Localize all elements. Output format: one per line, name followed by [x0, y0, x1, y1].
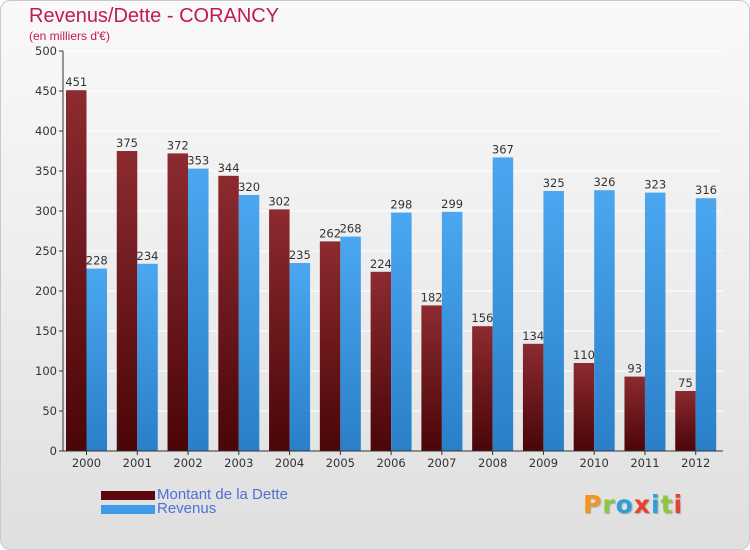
- data-label-dette-2004: 302: [268, 194, 290, 208]
- logo-letter: t: [660, 490, 674, 519]
- y-tick-label: 150: [35, 324, 57, 338]
- bar-revenus-2011: [644, 192, 666, 451]
- bar-revenus-2004: [289, 263, 311, 451]
- bar-dette-2004: [269, 209, 290, 451]
- x-tick-label-2011: 2011: [630, 456, 659, 470]
- bar-dette-2009: [522, 343, 544, 451]
- x-tick-label-2007: 2007: [427, 456, 456, 470]
- logo-letter: i: [673, 490, 684, 519]
- y-tick-label: 100: [35, 364, 57, 378]
- data-label-dette-2009: 134: [522, 329, 544, 343]
- legend-swatch-dette: [101, 490, 155, 500]
- bar-revenus-2002: [188, 168, 209, 451]
- chart-subtitle: (en milliers d'€): [29, 29, 110, 43]
- legend-swatch-revenus: [101, 504, 155, 514]
- x-tick-label-2010: 2010: [580, 456, 609, 470]
- data-label-revenus-2008: 367: [492, 142, 514, 156]
- data-label-dette-2005: 262: [319, 226, 341, 240]
- bar-revenus-2005: [340, 236, 361, 451]
- y-tick-label: 0: [50, 444, 57, 458]
- data-label-revenus-2004: 235: [289, 248, 311, 262]
- data-label-revenus-2003: 320: [238, 180, 260, 194]
- legend-item-dette: Montant de la Dette: [101, 487, 288, 503]
- bar-dette-2000: [66, 90, 87, 451]
- bar-revenus-2001: [137, 263, 158, 451]
- x-tick-label-2004: 2004: [275, 456, 304, 470]
- chart-title: Revenus/Dette - CORANCY: [29, 5, 280, 27]
- bar-revenus-2007: [441, 211, 463, 451]
- data-label-revenus-2011: 323: [644, 178, 666, 192]
- y-tick-label: 250: [35, 244, 57, 258]
- bar-dette-2007: [421, 305, 442, 451]
- x-tick-label-2012: 2012: [681, 456, 710, 470]
- legend-label-dette: Montant de la Dette: [157, 486, 288, 503]
- bar-dette-2010: [573, 363, 595, 451]
- proxiti-logo: Proxiti: [583, 490, 683, 519]
- x-tick-label-2003: 2003: [224, 456, 253, 470]
- data-label-dette-2008: 156: [471, 311, 493, 325]
- bar-dette-2002: [167, 153, 189, 451]
- logo-letter: i: [651, 490, 661, 519]
- x-tick-label-2009: 2009: [529, 456, 558, 470]
- data-label-revenus-2009: 325: [543, 176, 565, 190]
- bar-dette-2008: [472, 326, 493, 451]
- bar-dette-2012: [675, 391, 696, 451]
- bar-dette-2006: [370, 271, 392, 451]
- x-tick-label-2005: 2005: [326, 456, 355, 470]
- bar-revenus-2000: [86, 268, 107, 451]
- data-label-dette-2012: 75: [678, 376, 693, 390]
- y-tick-label: 500: [35, 44, 57, 58]
- data-label-dette-2000: 451: [65, 75, 87, 89]
- bar-revenus-2006: [391, 212, 412, 451]
- bar-revenus-2012: [695, 198, 717, 451]
- y-tick-label: 400: [35, 124, 57, 138]
- logo-letter: r: [602, 490, 616, 519]
- x-tick-label-2001: 2001: [123, 456, 152, 470]
- y-tick-label: 200: [35, 284, 57, 298]
- data-label-revenus-2006: 298: [390, 198, 412, 212]
- bar-revenus-2010: [594, 190, 615, 451]
- data-label-revenus-2002: 353: [187, 154, 209, 168]
- bars: [66, 90, 717, 452]
- data-label-revenus-2007: 299: [441, 197, 463, 211]
- data-label-revenus-2010: 326: [593, 175, 615, 189]
- x-tick-label-2006: 2006: [376, 456, 405, 470]
- data-label-revenus-2000: 228: [86, 254, 108, 268]
- data-label-revenus-2005: 268: [340, 222, 362, 236]
- x-tick-label-2000: 2000: [72, 456, 101, 470]
- data-label-dette-2010: 110: [573, 348, 595, 362]
- data-label-dette-2007: 182: [421, 290, 443, 304]
- x-tick-label-2008: 2008: [478, 456, 507, 470]
- x-tick-label-2002: 2002: [173, 456, 202, 470]
- data-label-dette-2006: 224: [370, 257, 392, 271]
- data-label-revenus-2012: 316: [695, 183, 717, 197]
- bar-dette-2001: [116, 151, 138, 451]
- logo-letter: x: [633, 490, 651, 519]
- bar-dette-2003: [218, 175, 239, 452]
- legend-item-revenus: Revenus: [101, 501, 216, 517]
- y-tick-label: 300: [35, 204, 57, 218]
- data-label-dette-2011: 93: [627, 362, 642, 376]
- y-tick-label: 450: [35, 84, 57, 98]
- bar-revenus-2008: [492, 157, 514, 451]
- y-tick-label: 50: [42, 404, 57, 418]
- data-label-dette-2002: 372: [167, 138, 189, 152]
- y-tick-label: 350: [35, 164, 57, 178]
- axes: 0 50 100 150 200 250 300 350 400 450 500 2000 2001 20…: [35, 44, 723, 470]
- data-label-dette-2003: 344: [218, 161, 240, 175]
- bar-dette-2005: [319, 241, 341, 451]
- bar-revenus-2009: [543, 191, 564, 451]
- bar-dette-2011: [624, 376, 645, 451]
- bar-revenus-2003: [238, 195, 260, 451]
- legend-label-revenus: Revenus: [157, 500, 217, 517]
- data-label-dette-2001: 375: [116, 136, 138, 150]
- data-label-revenus-2001: 234: [137, 249, 159, 263]
- logo-letter: P: [583, 490, 603, 519]
- logo-letter: o: [615, 490, 634, 519]
